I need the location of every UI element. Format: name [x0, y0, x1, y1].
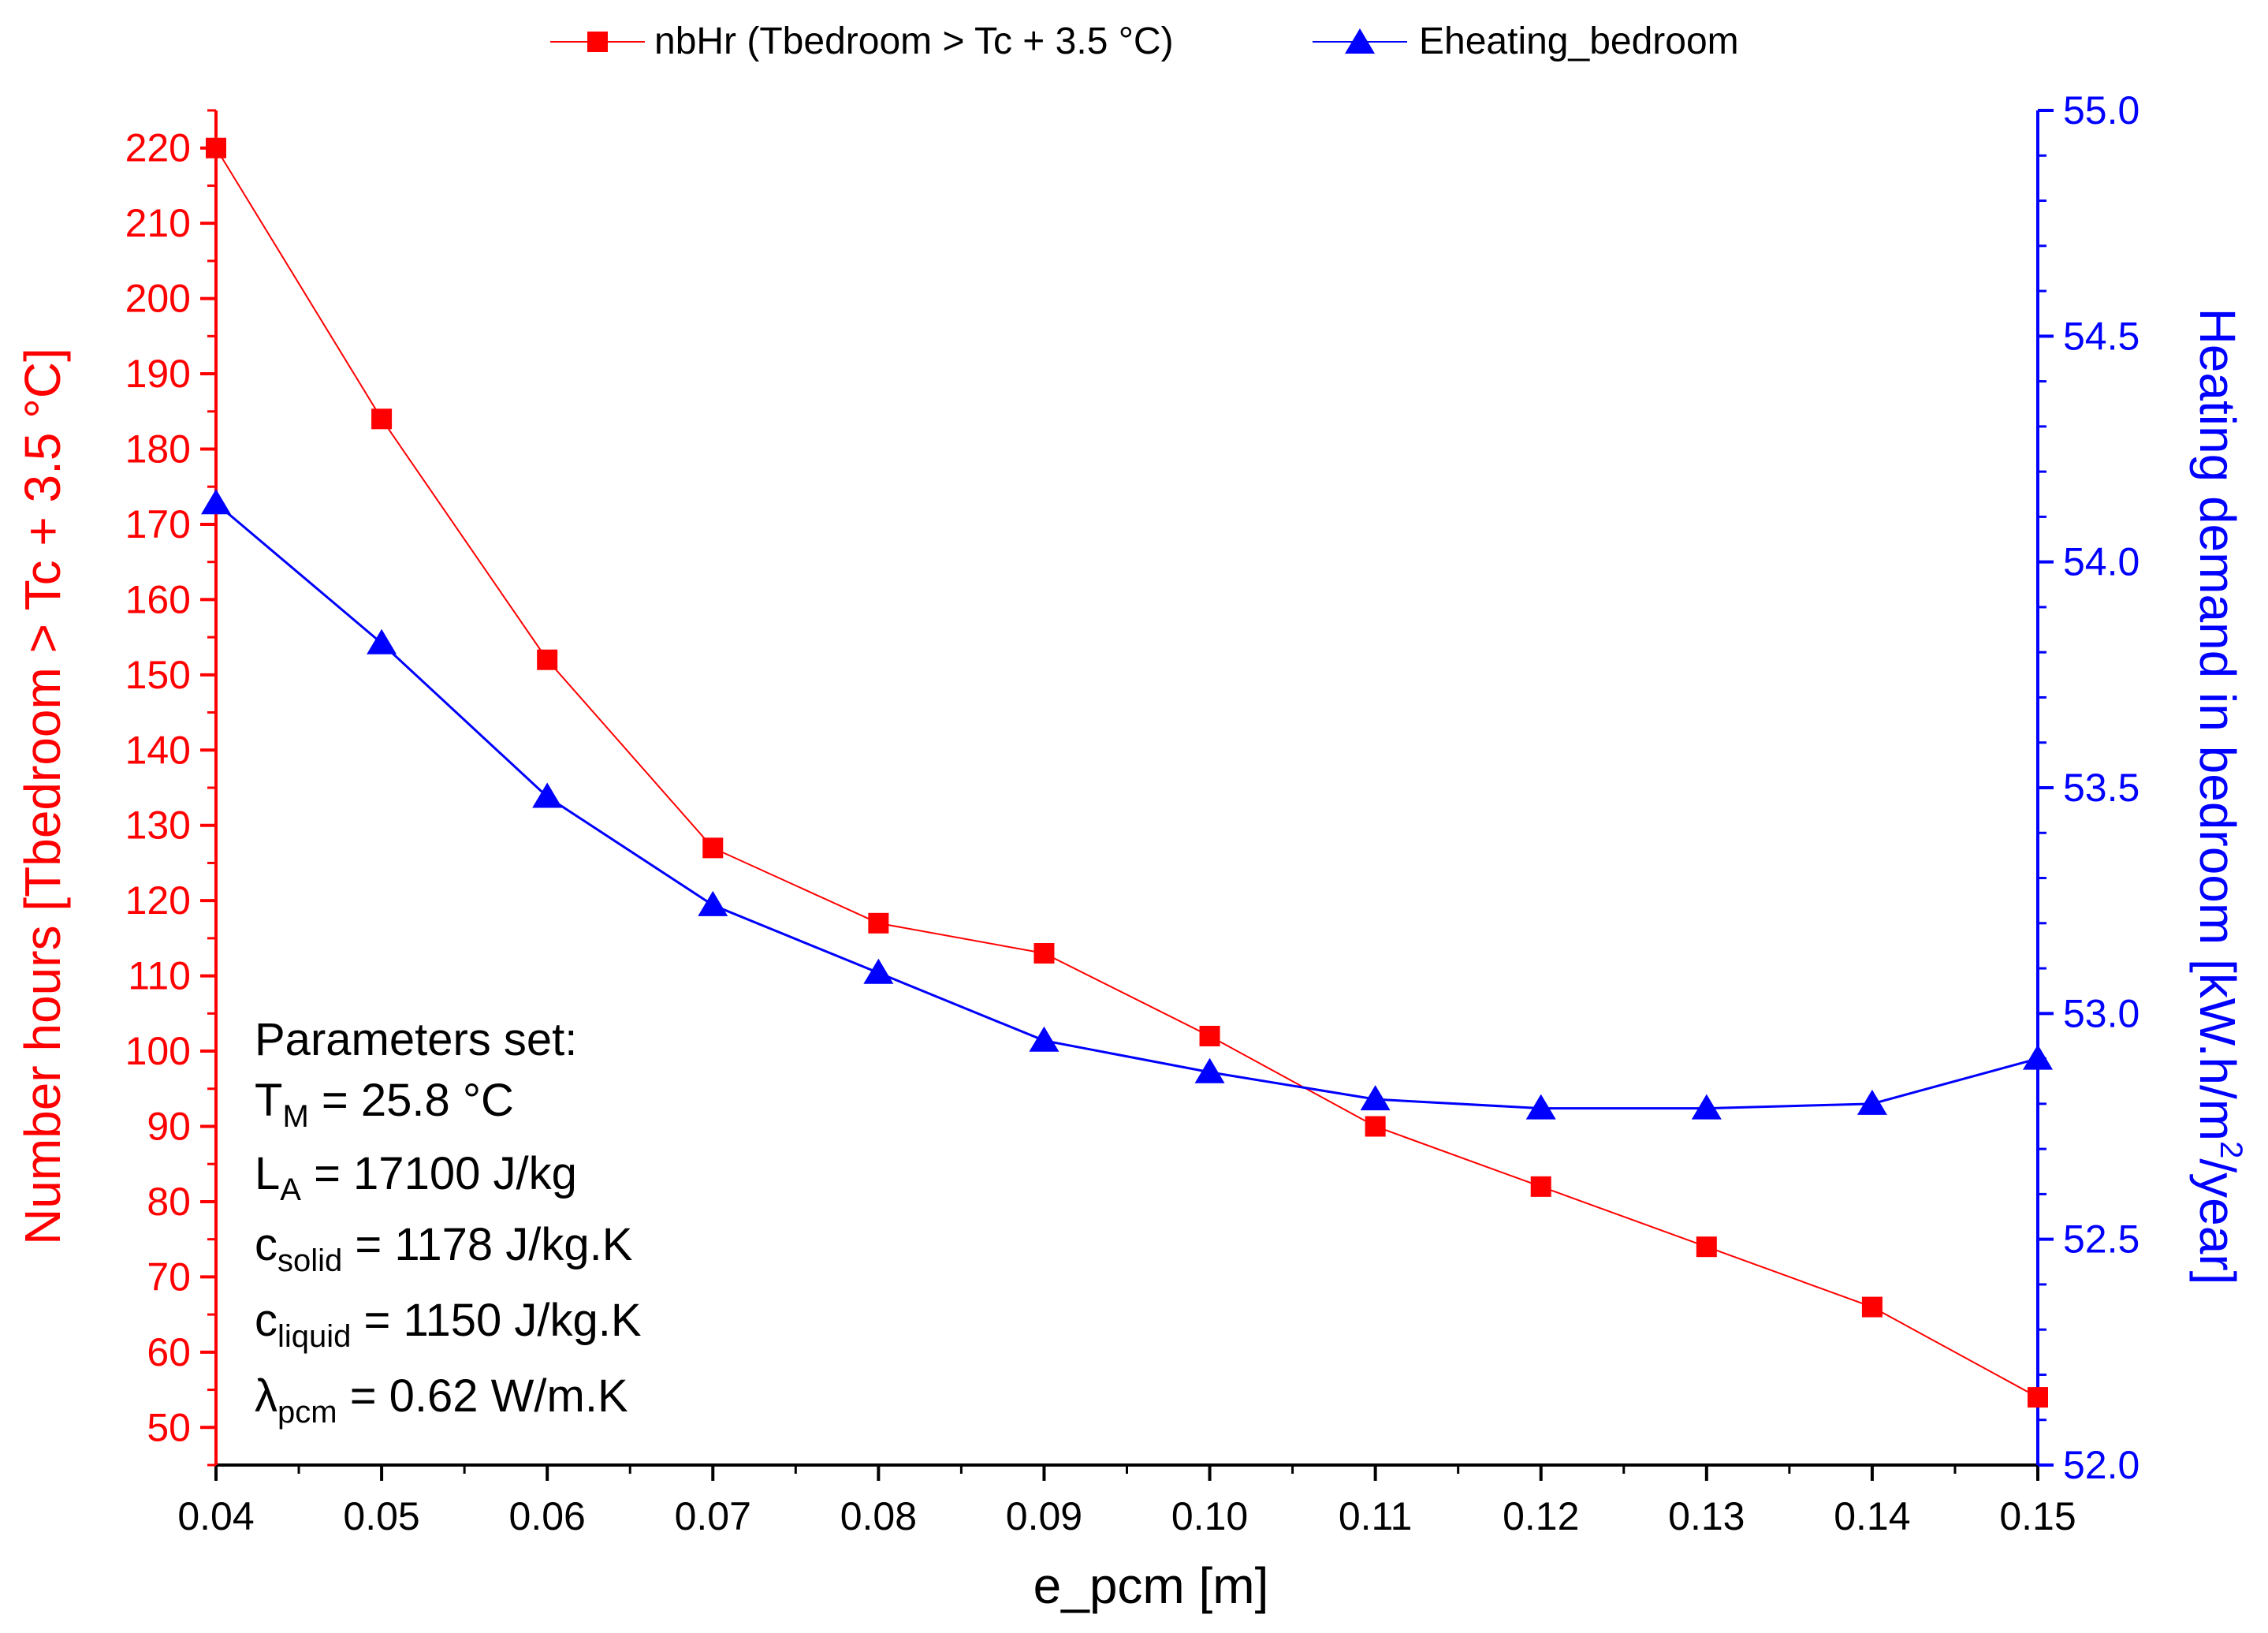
data-point-hours — [1861, 1296, 1883, 1318]
data-point-hours — [1199, 1025, 1220, 1046]
parameters-annotation: Parameters set: TM = 25.8 °C LA = 17100 … — [255, 1014, 642, 1430]
x-tick-label: 0.15 — [1999, 1494, 2076, 1538]
data-point-heating — [1360, 1085, 1391, 1111]
data-point-hours — [1696, 1236, 1717, 1258]
left-tick-label: 70 — [147, 1255, 191, 1299]
data-point-hours — [2028, 1387, 2048, 1408]
data-point-hours — [868, 912, 889, 934]
x-tick-label: 0.09 — [1006, 1494, 1082, 1538]
data-point-hours — [1033, 942, 1055, 964]
left-tick-label: 200 — [125, 277, 191, 321]
data-point-hours — [1530, 1176, 1551, 1197]
left-tick-label: 140 — [125, 728, 191, 772]
series-hours-line — [215, 147, 2039, 1398]
data-point-heating — [1525, 1094, 1556, 1120]
legend-marker-hours — [587, 32, 608, 52]
data-point-heating — [532, 782, 563, 808]
left-tick-label: 100 — [125, 1029, 191, 1073]
left-axis-title: Number hours [Tbedroom > Tc + 3.5 °C] — [14, 348, 71, 1245]
data-point-heating — [2023, 1044, 2053, 1070]
data-point-heating — [201, 489, 231, 515]
series-heating-line — [215, 502, 2039, 1110]
annotation-line-cliquid: cliquid = 1150 J/kg.K — [255, 1295, 642, 1354]
right-tick-label: 53.5 — [2063, 766, 2140, 810]
left-tick-label: 220 — [125, 126, 191, 170]
data-point-heating — [698, 890, 728, 916]
left-tick-label: 210 — [125, 201, 191, 245]
annotation-line-la: LA = 17100 J/kg — [255, 1148, 577, 1207]
x-tick-label: 0.12 — [1503, 1494, 1579, 1538]
x-tick-label: 0.11 — [1339, 1494, 1413, 1538]
annotation-title: Parameters set: — [255, 1014, 577, 1065]
data-point-heating — [1029, 1026, 1060, 1052]
x-tick-label: 0.08 — [840, 1494, 917, 1538]
left-tick-label: 170 — [125, 502, 191, 546]
right-tick-label: 54.0 — [2063, 540, 2140, 584]
data-point-hours — [1365, 1116, 1386, 1137]
left-tick-label: 130 — [125, 803, 191, 848]
series-heating — [201, 489, 2053, 1120]
data-point-heating — [367, 628, 397, 654]
right-tick-label: 53.0 — [2063, 991, 2140, 1035]
series-hours — [206, 137, 2048, 1408]
annotation-line-lambda: λpcm = 0.62 W/m.K — [255, 1370, 628, 1430]
left-tick-label: 150 — [125, 653, 191, 697]
data-point-hours — [537, 649, 558, 670]
data-point-hours — [371, 408, 393, 430]
left-tick-label: 90 — [147, 1105, 191, 1149]
legend: nbHr (Tbedroom > Tc + 3.5 °C) Eheating_b… — [550, 21, 1739, 62]
data-point-heating — [1691, 1094, 1722, 1120]
right-axis-title-sup: 2 — [2214, 1141, 2248, 1158]
legend-label-hours: nbHr (Tbedroom > Tc + 3.5 °C) — [654, 21, 1174, 62]
annotation-line-csolid: csolid = 1178 J/kg.K — [255, 1219, 633, 1278]
legend-marker-heating — [1345, 28, 1375, 54]
x-tick-label: 0.04 — [177, 1494, 254, 1538]
data-point-heating — [863, 958, 894, 984]
axes: 0.04 0.05 0.06 0.07 0.08 0.09 0.10 0.11 0.12 0.13… — [125, 88, 2140, 1538]
x-tick-label: 0.06 — [509, 1494, 586, 1538]
right-tick-label: 55.0 — [2063, 88, 2140, 132]
left-tick-label: 190 — [125, 352, 191, 396]
left-tick-label: 120 — [125, 878, 191, 923]
annotation-line-tm: TM = 25.8 °C — [255, 1075, 514, 1134]
x-axis-title: e_pcm [m] — [1033, 1557, 1269, 1614]
data-point-heating — [1194, 1057, 1225, 1083]
left-tick-label: 180 — [125, 427, 191, 472]
legend-label-heating: Eheating_bedroom — [1419, 21, 1739, 62]
left-tick-label: 50 — [147, 1405, 191, 1449]
data-point-hours — [206, 137, 226, 158]
x-tick-label: 0.10 — [1171, 1494, 1248, 1538]
x-tick-label: 0.07 — [675, 1494, 751, 1538]
x-tick-label: 0.13 — [1668, 1494, 1745, 1538]
left-tick-label: 160 — [125, 577, 191, 621]
data-point-heating — [1856, 1089, 1887, 1115]
right-tick-label: 52.5 — [2063, 1217, 2140, 1262]
x-tick-label: 0.05 — [343, 1494, 419, 1538]
right-tick-label: 54.5 — [2063, 314, 2140, 358]
right-axis-title-end: /year] — [2189, 1158, 2246, 1284]
right-axis-title-main: Heating demand in bedroom [kW.h/m — [2189, 308, 2246, 1142]
right-axis-title: Heating demand in bedroom [kW.h/m2/year] — [2189, 308, 2248, 1285]
data-point-hours — [702, 837, 724, 859]
left-tick-label: 60 — [147, 1330, 191, 1374]
right-tick-label: 52.0 — [2063, 1443, 2140, 1487]
left-tick-label: 80 — [147, 1180, 191, 1224]
x-tick-label: 0.14 — [1834, 1494, 1910, 1538]
left-tick-label: 110 — [128, 954, 191, 998]
